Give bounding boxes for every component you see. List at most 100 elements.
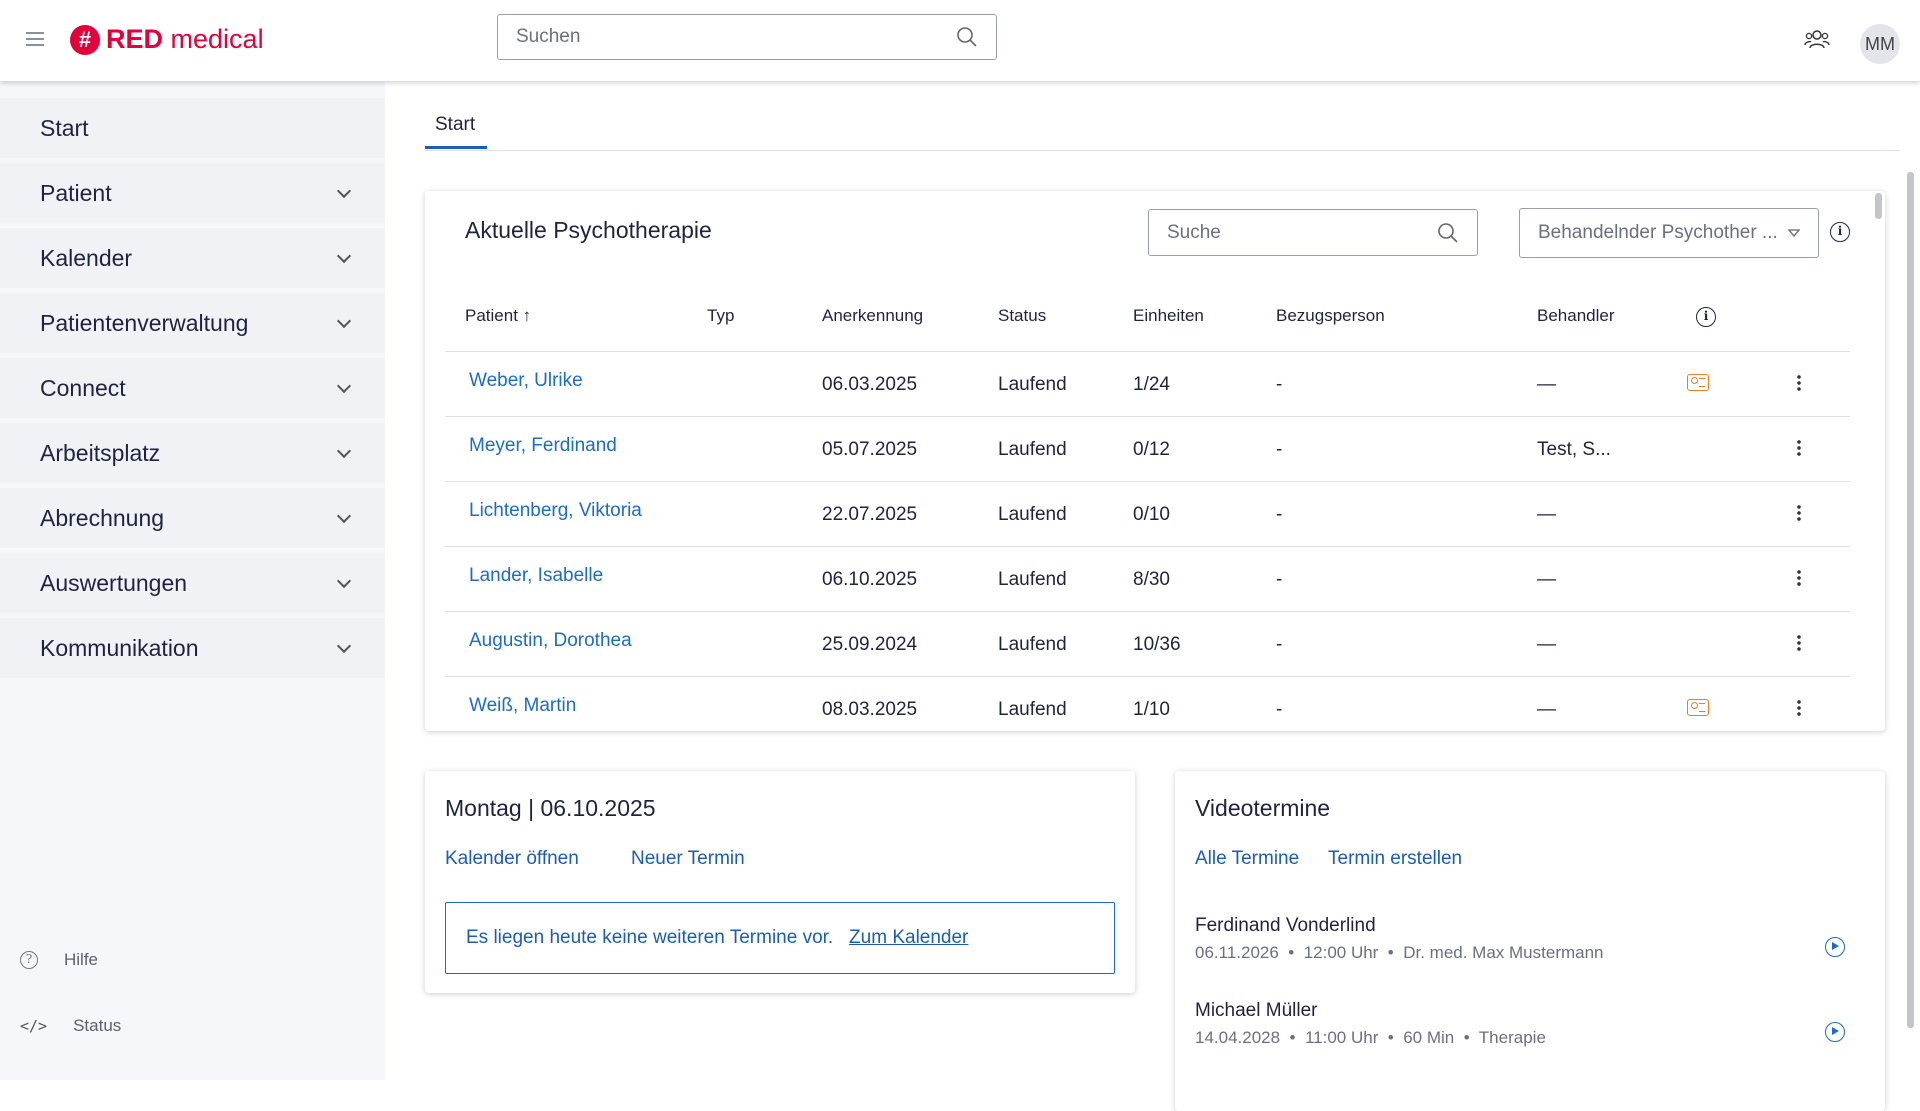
cell-patient[interactable]: Weber, Ulrike [469,370,583,391]
chevron-down-icon [336,313,352,329]
chevron-down-icon [1788,229,1800,237]
avatar[interactable]: MM [1860,24,1900,64]
more-options-icon[interactable] [1797,699,1801,717]
create-appointment-link[interactable]: Termin erstellen [1328,848,1463,869]
therapy-card: Aktuelle Psychotherapie Suche Behandelnd… [425,191,1885,731]
chevron-down-icon [336,443,352,459]
cell-einheiten: 10/36 [1133,634,1181,655]
chevron-down-icon [336,508,352,524]
card-scrollbar[interactable] [1875,193,1882,219]
column-header-anerkennung[interactable]: Anerkennung [822,306,924,325]
logo[interactable]: # RED medical [70,24,264,55]
play-icon[interactable] [1825,1022,1845,1042]
table-row[interactable]: Augustin, Dorothea 25.09.2024 Laufend 10/36… [445,611,1850,676]
open-calendar-link[interactable]: Kalender öffnen [445,848,579,869]
cell-bezugsperson: - [1276,699,1283,720]
page-scrollbar[interactable] [1907,172,1914,1028]
insurance-card-icon[interactable] [1687,374,1709,391]
sidebar-status[interactable]: </> Status [20,1016,122,1035]
cell-behandler: Test, S... [1537,439,1611,460]
cell-bezugsperson: - [1276,634,1283,655]
column-header-behandler[interactable]: Behandler [1537,306,1615,325]
cell-patient[interactable]: Augustin, Dorothea [469,630,632,651]
card-title: Aktuelle Psychotherapie [465,217,712,243]
card-title: Montag | 06.10.2025 [445,795,656,821]
logo-mark: # [70,24,100,55]
chevron-down-icon [336,573,352,589]
column-header-status[interactable]: Status [998,306,1047,325]
sort-ascending-icon[interactable]: ↑ [522,306,532,325]
cell-patient[interactable]: Lander, Isabelle [469,565,604,586]
sidebar-item-patient[interactable]: Patient [0,163,385,223]
chevron-down-icon [336,183,352,199]
sidebar-item-arbeitsplatz[interactable]: Arbeitsplatz [0,423,385,483]
column-header-bezugsperson[interactable]: Bezugsperson [1276,306,1385,325]
appointment-name: Ferdinand Vonderlind [1195,915,1376,936]
chevron-down-icon [336,638,352,654]
cell-patient[interactable]: Lichtenberg, Viktoria [469,500,642,521]
table-row[interactable]: Lander, Isabelle 06.10.2025 Laufend 8/30 - — [445,546,1850,611]
search-icon[interactable] [1437,222,1459,244]
column-header-patient[interactable]: Patient ↑ [465,306,532,325]
sidebar-item-auswertungen[interactable]: Auswertungen [0,553,385,613]
sidebar-item-abrechnung[interactable]: Abrechnung [0,488,385,548]
table-row[interactable]: Lichtenberg, Viktoria 22.07.2025 Laufend 0/… [445,481,1850,546]
cell-einheiten: 0/12 [1133,439,1170,460]
new-appointment-link[interactable]: Neuer Termin [631,848,745,869]
table-row[interactable]: Weber, Ulrike 06.03.2025 Laufend 1/24 - — [445,351,1850,416]
sidebar-item-kommunikation[interactable]: Kommunikation [0,618,385,678]
therapy-search-input[interactable]: Suche [1148,209,1478,256]
cell-anerkennung: 22.07.2025 [822,504,918,525]
info-icon[interactable]: i [1830,222,1850,242]
global-search-input[interactable]: Suchen [497,14,997,60]
video-appointment-item[interactable]: Michael Müller 14.04.2028 • 11:00 Uhr • 6… [1195,1000,1865,1048]
cell-behandler: — [1537,699,1556,720]
cell-bezugsperson: - [1276,504,1283,525]
help-icon: ? [20,951,38,969]
play-icon[interactable] [1825,937,1845,957]
info-icon[interactable]: i [1696,307,1716,327]
table-row[interactable]: Weiß, Martin 08.03.2025 Laufend 1/10 - — [445,676,1850,731]
cell-status: Laufend [998,374,1067,395]
cell-patient[interactable]: Weiß, Martin [469,695,577,716]
sidebar-item-label: Patientenverwaltung [40,309,249,336]
menu-icon[interactable] [26,32,44,46]
search-icon[interactable] [956,26,978,48]
cell-anerkennung: 08.03.2025 [822,699,918,720]
cell-bezugsperson: - [1276,569,1283,590]
appointment-name: Michael Müller [1195,1000,1318,1021]
sidebar-help[interactable]: ? Hilfe [20,950,98,970]
sidebar-item-connect[interactable]: Connect [0,358,385,418]
tab-start[interactable]: Start [435,114,476,135]
sidebar-item-start[interactable]: Start [0,98,385,158]
all-appointments-link[interactable]: Alle Termine [1195,848,1300,869]
video-appointment-item[interactable]: Ferdinand Vonderlind 06.11.2026 • 12:00 U… [1195,915,1865,963]
cell-einheiten: 0/10 [1133,504,1170,525]
cell-patient[interactable]: Meyer, Ferdinand [469,435,617,456]
cell-einheiten: 8/30 [1133,569,1170,590]
therapist-filter-select[interactable]: Behandelnder Psychother ... [1519,208,1819,258]
more-options-icon[interactable] [1797,504,1801,522]
no-appointments-notice: Es liegen heute keine weiteren Termine v… [445,902,1115,974]
column-header-einheiten[interactable]: Einheiten [1133,306,1204,325]
table-row[interactable]: Meyer, Ferdinand 05.07.2025 Laufend 0/12 - Te… [445,416,1850,481]
sidebar-item-patientenverwaltung[interactable]: Patientenverwaltung [0,293,385,353]
cell-bezugsperson: - [1276,439,1283,460]
more-options-icon[interactable] [1797,439,1801,457]
more-options-icon[interactable] [1797,569,1801,587]
cell-einheiten: 1/24 [1133,374,1170,395]
calendar-card: Montag | 06.10.2025 Kalender öffnen Neue… [425,771,1135,993]
to-calendar-link[interactable]: Zum Kalender [849,927,969,948]
cell-behandler: — [1537,504,1556,525]
insurance-card-icon[interactable] [1687,699,1709,716]
cell-status: Laufend [998,569,1067,590]
cell-behandler: — [1537,634,1556,655]
cell-status: Laufend [998,634,1067,655]
code-icon: </> [20,1017,48,1035]
more-options-icon[interactable] [1797,634,1801,652]
more-options-icon[interactable] [1797,374,1801,392]
sidebar-item-kalender[interactable]: Kalender [0,228,385,288]
cell-anerkennung: 25.09.2024 [822,634,918,655]
team-icon[interactable] [1804,28,1830,50]
column-header-typ[interactable]: Typ [707,306,735,325]
